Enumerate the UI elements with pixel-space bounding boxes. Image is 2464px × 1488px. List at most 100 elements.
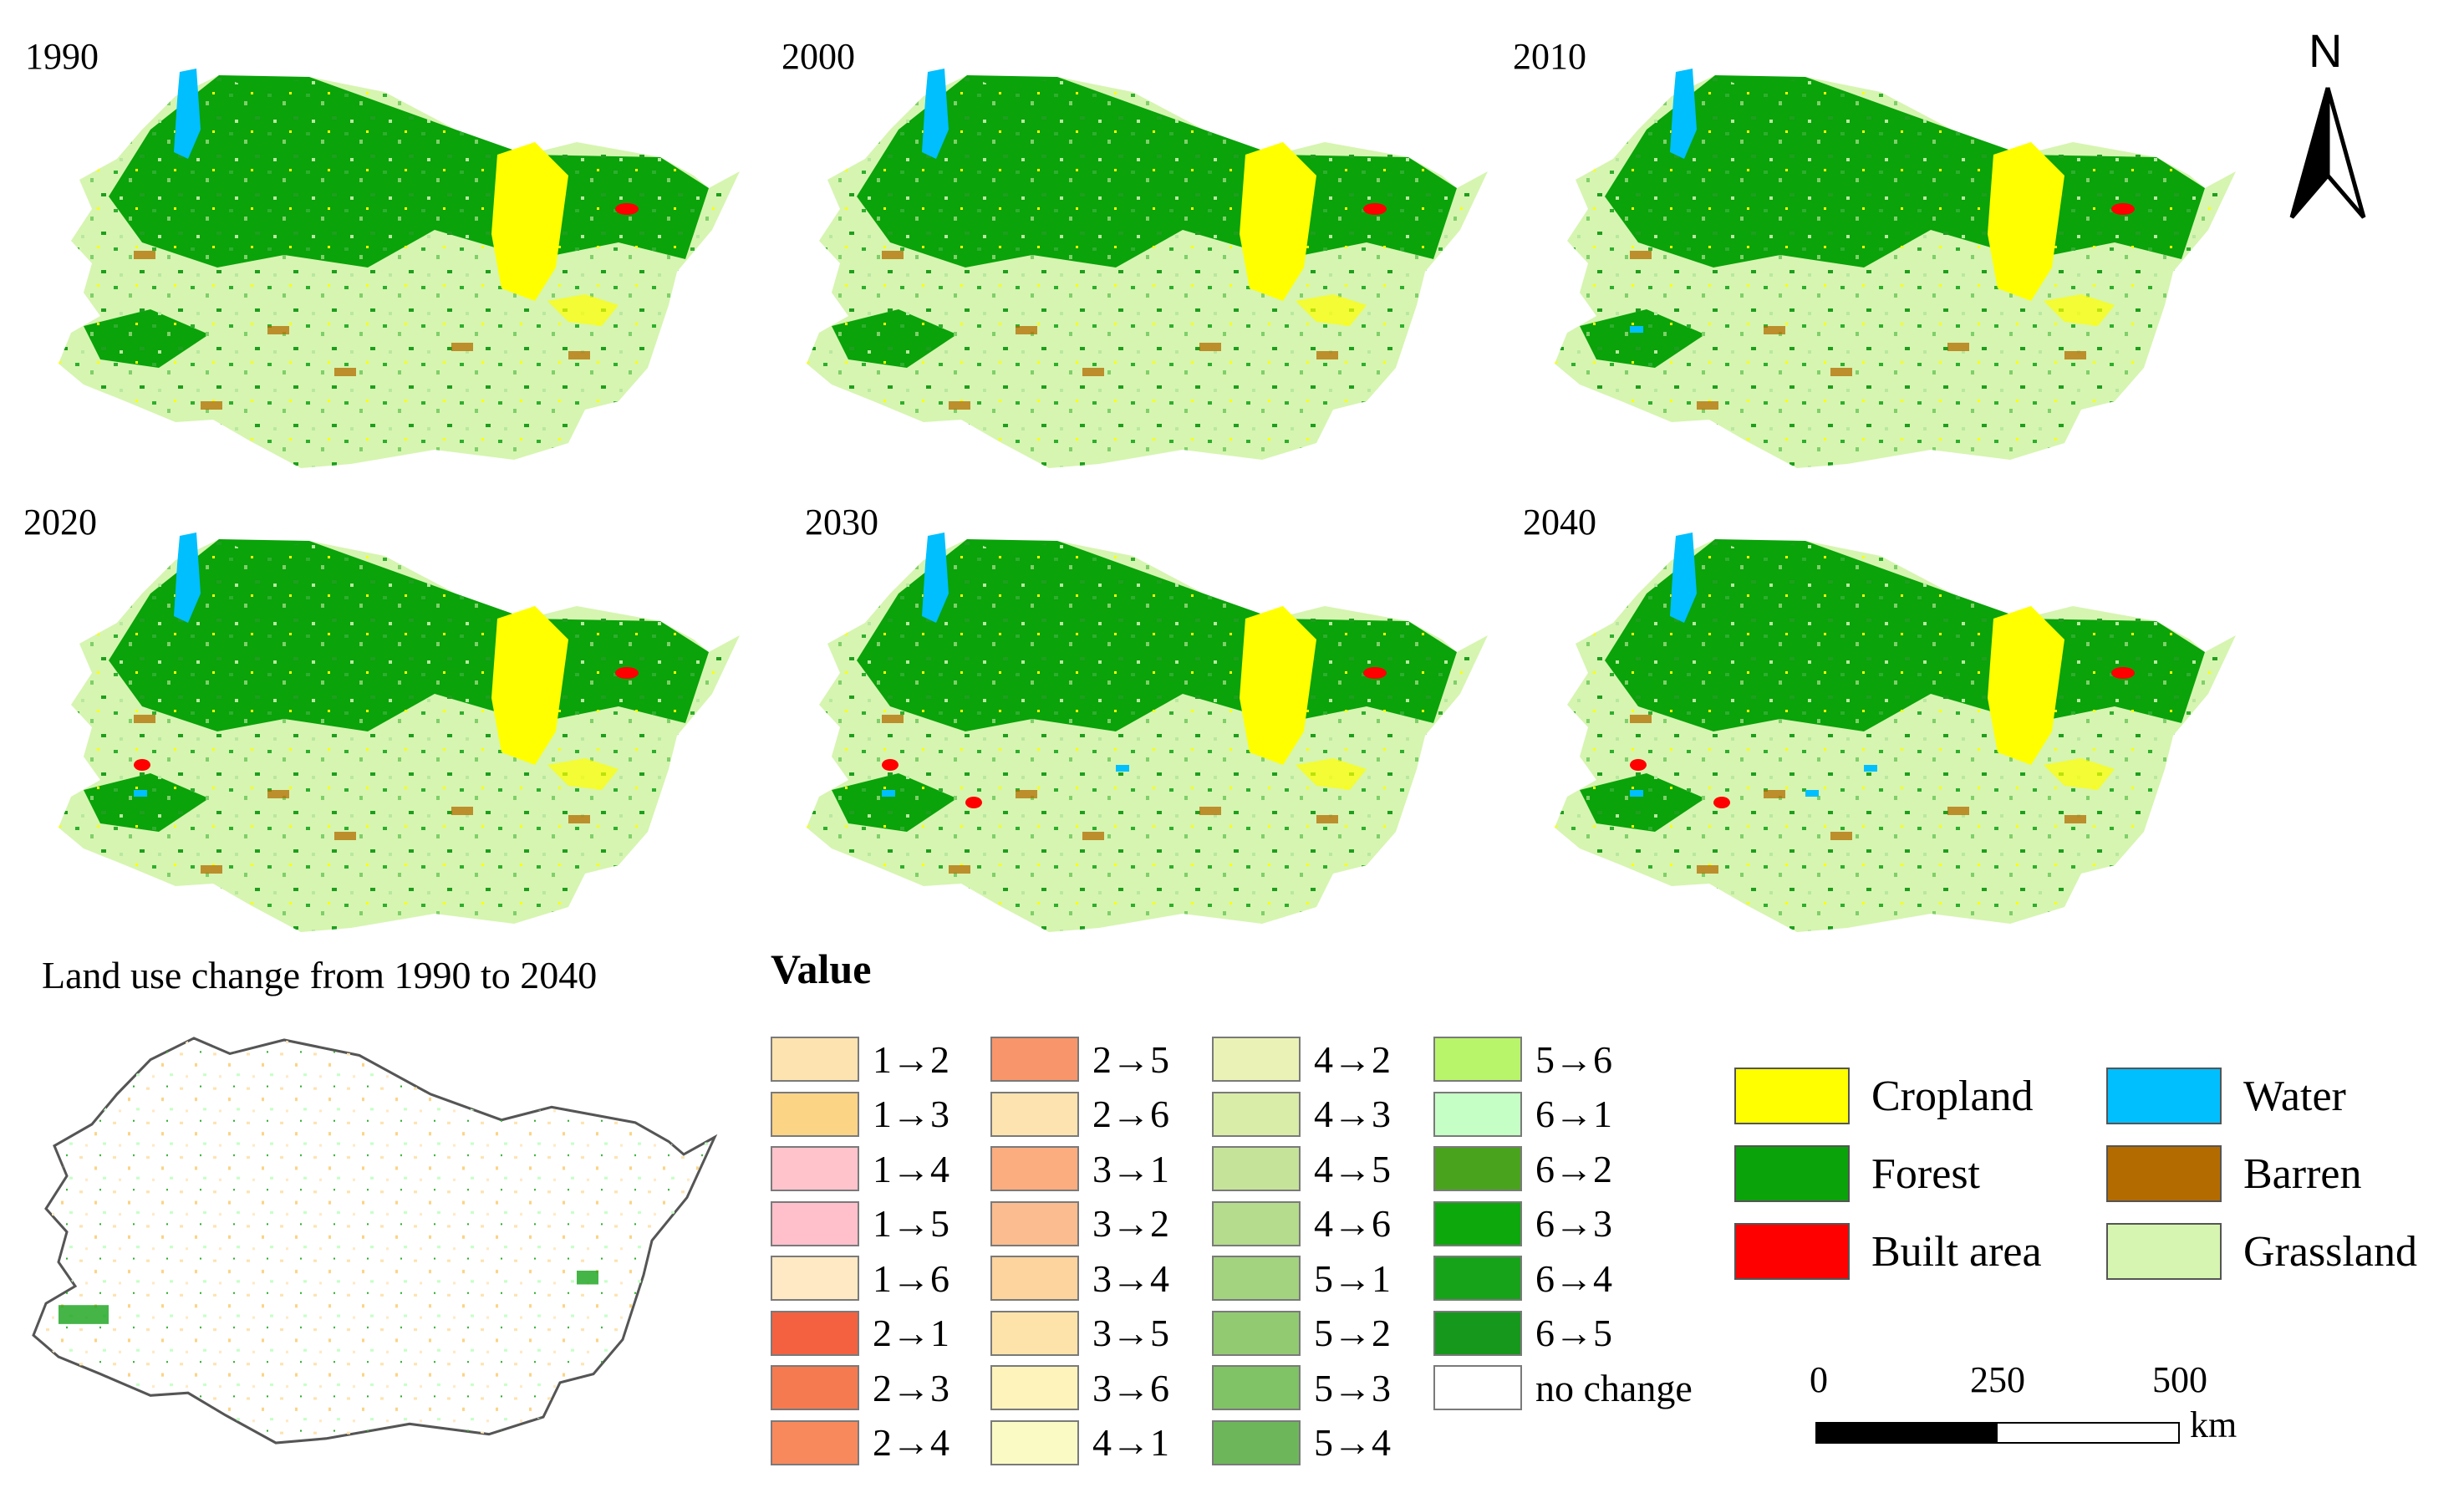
barren-patch xyxy=(1016,790,1037,798)
transition-legend-item: 3→5 xyxy=(990,1309,1169,1358)
legend-swatch xyxy=(990,1365,1079,1410)
water-patch xyxy=(882,790,895,797)
barren-patch xyxy=(267,790,289,798)
barren-patches xyxy=(882,715,1338,874)
lake xyxy=(1670,69,1697,159)
legend-swatch xyxy=(1212,1146,1301,1191)
barren-patches xyxy=(134,251,590,410)
map-year-label: 2030 xyxy=(805,502,878,543)
barren-patch xyxy=(201,865,222,874)
change-map-canvas xyxy=(32,1037,716,1445)
legend-swatch xyxy=(771,1037,859,1082)
transition-legend-item: 1→3 xyxy=(771,1090,949,1139)
water-patch xyxy=(1805,790,1819,797)
built-area-patch xyxy=(1363,203,1387,215)
built-area-patch xyxy=(882,759,899,771)
legend-swatch xyxy=(1734,1223,1850,1280)
legend-swatch xyxy=(1433,1200,1522,1246)
legend-swatch xyxy=(1433,1310,1522,1356)
cropland-patch xyxy=(1296,294,1367,326)
barren-patch xyxy=(1016,326,1037,334)
legend-swatch xyxy=(1212,1256,1301,1301)
transition-legend-item: 5→2 xyxy=(1212,1309,1391,1358)
water-patch xyxy=(1116,765,1129,772)
transition-legend-item: 2→1 xyxy=(771,1309,949,1358)
change-map-title: Land use change from 1990 to 2040 xyxy=(42,954,598,996)
transition-legend-item: 6→2 xyxy=(1433,1144,1612,1193)
built-area-patch xyxy=(615,203,639,215)
scale-bar-graphic xyxy=(1815,1422,2180,1444)
legend-swatch xyxy=(2106,1145,2222,1202)
legend-label: Water xyxy=(2243,1072,2346,1120)
legend-swatch xyxy=(990,1037,1079,1082)
land-cover-legend-item: Built area xyxy=(1734,1221,2042,1282)
scale-tick-label: 0 xyxy=(1810,1359,1828,1400)
water-patch xyxy=(1864,765,1877,772)
map-canvas xyxy=(1555,533,2236,932)
scale-bar-white-segment xyxy=(1998,1424,2178,1442)
legend-label: 5→4 xyxy=(1314,1421,1391,1464)
legend-swatch xyxy=(771,1256,859,1301)
legend-label: 6→4 xyxy=(1535,1256,1612,1300)
legend-label: Barren xyxy=(2243,1149,2362,1198)
barren-patch xyxy=(1082,368,1104,376)
built-area-patch xyxy=(615,667,639,679)
cropland-patch xyxy=(2044,758,2115,790)
cropland-patch xyxy=(1296,758,1367,790)
barren-patch xyxy=(1697,401,1718,410)
scale-tick-label: 250 xyxy=(1970,1359,2025,1400)
legend-label: Forest xyxy=(1871,1149,1980,1198)
legend-swatch xyxy=(1212,1091,1301,1137)
legend-swatch xyxy=(1734,1145,1850,1202)
legend-swatch xyxy=(990,1146,1079,1191)
legend-swatch xyxy=(990,1200,1079,1246)
transition-legend-item: 4→5 xyxy=(1212,1144,1391,1193)
barren-patch xyxy=(1630,715,1652,723)
map-year-label: 2020 xyxy=(23,502,97,543)
cropland-patch xyxy=(547,758,619,790)
legend-swatch xyxy=(1433,1256,1522,1301)
land-cover-legend-item: Cropland xyxy=(1734,1066,2034,1126)
barren-patch xyxy=(2064,351,2086,359)
legend-label: 1→5 xyxy=(873,1202,949,1245)
cropland-patch xyxy=(2044,294,2115,326)
barren-patch xyxy=(451,343,473,351)
transition-legend-item: 4→6 xyxy=(1212,1200,1391,1248)
barren-patch xyxy=(949,401,970,410)
lake xyxy=(922,533,949,623)
legend-label: 1→2 xyxy=(873,1037,949,1081)
built-area-patch xyxy=(965,797,982,808)
legend-label: 1→3 xyxy=(873,1093,949,1135)
legend-swatch xyxy=(1433,1365,1522,1410)
lake xyxy=(174,533,201,623)
transition-legend-item: 6→4 xyxy=(1433,1254,1612,1302)
legend-label: 3→6 xyxy=(1092,1366,1169,1409)
transition-legend-item: 3→4 xyxy=(990,1254,1169,1302)
legend-label: 6→3 xyxy=(1535,1202,1612,1245)
land-cover-legend-item: Water xyxy=(2106,1066,2346,1126)
land-texture xyxy=(1555,539,2236,932)
legend-swatch xyxy=(1433,1091,1522,1137)
barren-patches xyxy=(882,251,1338,410)
map-year-label: 2040 xyxy=(1523,502,1596,543)
legend-swatch xyxy=(1212,1200,1301,1246)
legend-swatch xyxy=(771,1200,859,1246)
land-use-map-2010: 2010 xyxy=(1513,36,2248,485)
legend-label: Grassland xyxy=(2243,1227,2417,1276)
barren-patch xyxy=(451,807,473,815)
transition-legend-item: 3→2 xyxy=(990,1200,1169,1248)
legend-swatch xyxy=(1734,1068,1850,1124)
legend-label: 6→2 xyxy=(1535,1147,1612,1190)
barren-patch xyxy=(2064,815,2086,823)
legend-swatch xyxy=(2106,1068,2222,1124)
land-use-change-map xyxy=(8,1007,727,1459)
cropland-zone xyxy=(1240,142,1316,301)
legend-swatch xyxy=(1212,1419,1301,1465)
scale-bar-black-segment xyxy=(1817,1424,1998,1442)
water-patch xyxy=(1630,326,1643,333)
change-patch xyxy=(59,1305,109,1324)
legend-label: 5→6 xyxy=(1535,1037,1612,1081)
legend-label: 3→2 xyxy=(1092,1202,1169,1245)
legend-swatch xyxy=(1212,1310,1301,1356)
transition-legend-item: 6→3 xyxy=(1433,1200,1612,1248)
